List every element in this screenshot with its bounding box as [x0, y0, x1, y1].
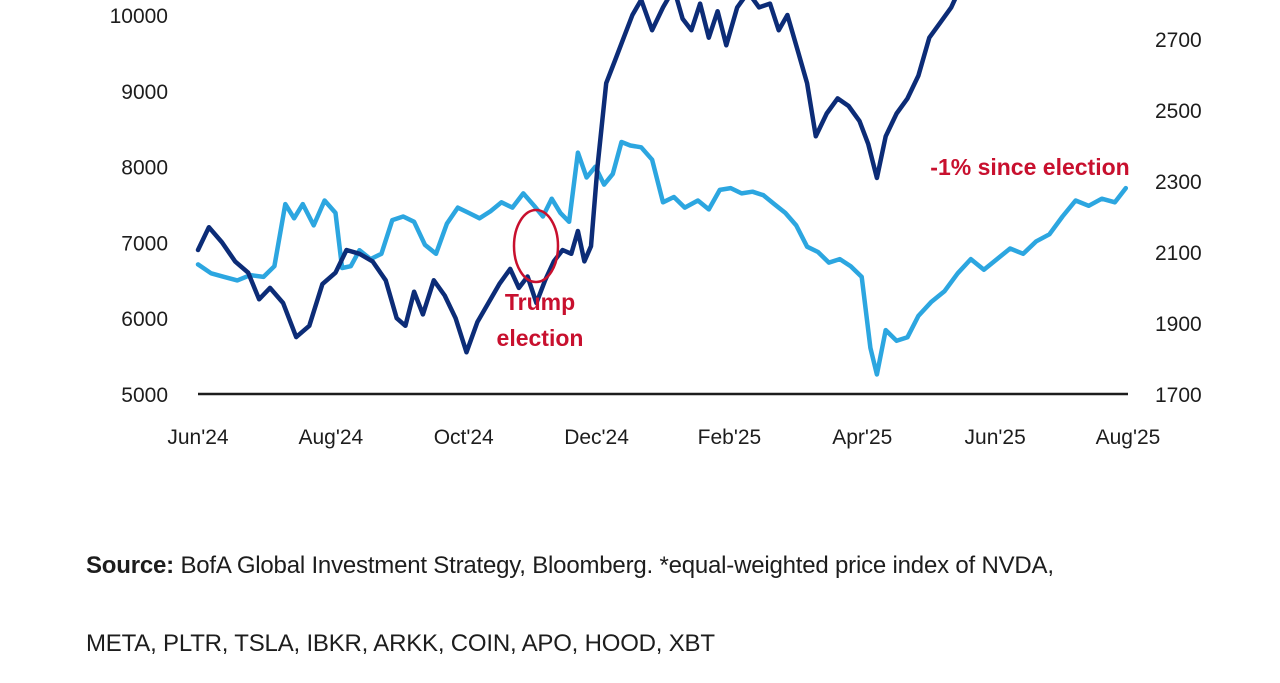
- since-election-label: -1% since election: [930, 154, 1129, 180]
- right-tick-label: 1900: [1155, 313, 1202, 336]
- x-tick-label: Oct'24: [434, 426, 494, 449]
- right-tick-label: 2300: [1155, 171, 1202, 194]
- election-circle-marker: [512, 208, 560, 284]
- series-line-left-axis: [195, 0, 958, 355]
- left-tick-label: 5000: [121, 384, 168, 407]
- x-tick-label: Feb'25: [698, 426, 762, 449]
- left-tick-label: 7000: [121, 232, 168, 255]
- x-tick-label: Jun'24: [167, 426, 229, 449]
- trump-election-label-line1: Trump: [505, 289, 575, 315]
- right-tick-label: 1700: [1155, 384, 1202, 407]
- right-tick-label: 2100: [1155, 242, 1202, 265]
- left-tick-label: 6000: [121, 308, 168, 331]
- right-axis-ticks: 1700 1900 2100 2300 2500 2700: [1155, 29, 1202, 407]
- x-tick-label: Jun'25: [965, 426, 1026, 449]
- source-text-1: BofA Global Investment Strategy, Bloombe…: [180, 552, 1054, 579]
- left-tick-label: 8000: [121, 157, 168, 180]
- x-axis-ticks: Jun'24 Aug'24 Oct'24 Dec'24 Feb'25 Apr'25 Jun'…: [167, 426, 1160, 449]
- source-note: Source: BofA Global Investment Strategy,…: [86, 527, 1236, 683]
- series-line-right-axis: [195, 139, 1129, 377]
- trump-election-label-line2: election: [497, 325, 584, 351]
- source-line-1: Source: BofA Global Investment Strategy,…: [86, 527, 1236, 605]
- left-tick-label: 10000: [110, 5, 168, 28]
- right-tick-label: 2500: [1155, 100, 1202, 123]
- source-line-2: META, PLTR, TSLA, IBKR, ARKK, COIN, APO,…: [86, 605, 1236, 683]
- x-tick-label: Aug'24: [298, 426, 363, 449]
- left-tick-label: 9000: [121, 81, 168, 104]
- source-label: Source:: [86, 552, 174, 579]
- left-axis-ticks: 5000 6000 7000 8000 9000 10000: [110, 5, 168, 407]
- source-text-2: META, PLTR, TSLA, IBKR, ARKK, COIN, APO,…: [86, 630, 715, 657]
- right-tick-label: 2700: [1155, 29, 1202, 52]
- series-layer: [195, 0, 1129, 377]
- dual-axis-line-chart: 5000 6000 7000 8000 9000 10000 1700 1900 2100 23…: [110, 0, 1202, 449]
- x-tick-label: Apr'25: [832, 426, 892, 449]
- x-tick-label: Aug'25: [1096, 426, 1161, 449]
- x-tick-label: Dec'24: [564, 426, 629, 449]
- annotation-layer: Trump election -1% since election: [497, 154, 1130, 351]
